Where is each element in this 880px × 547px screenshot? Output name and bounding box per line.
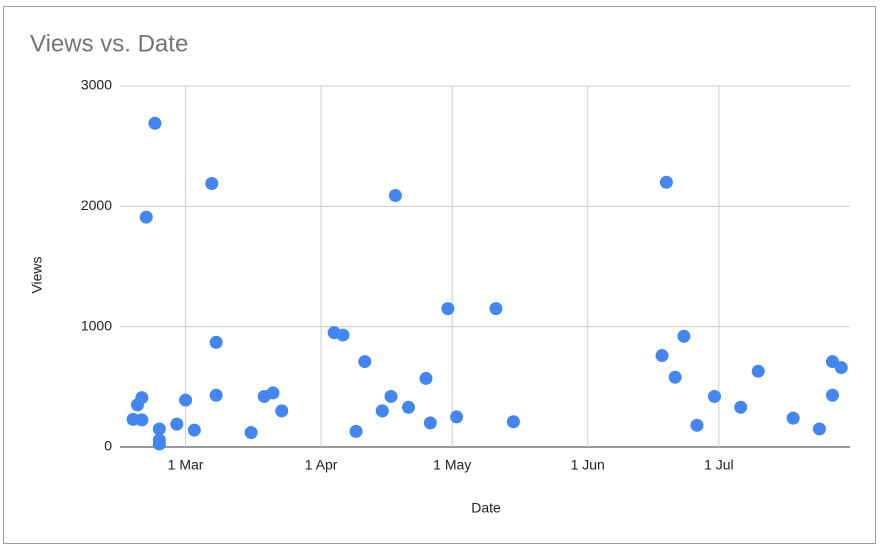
- point: [135, 413, 149, 427]
- point: [209, 335, 223, 349]
- y-tick-label: 1000: [81, 317, 112, 333]
- point: [266, 386, 280, 400]
- x-tick-label: 1 Apr: [305, 457, 338, 473]
- point: [384, 389, 398, 403]
- point: [349, 424, 363, 438]
- x-tick-label: 1 Jun: [571, 457, 605, 473]
- y-axis-label: Views: [29, 256, 45, 293]
- x-tick-label: 1 Jul: [704, 457, 734, 473]
- point: [358, 355, 372, 369]
- point: [506, 415, 520, 429]
- point: [244, 426, 258, 440]
- point: [441, 302, 455, 316]
- point: [139, 210, 153, 224]
- point: [275, 404, 289, 418]
- point: [751, 364, 765, 378]
- point: [450, 410, 464, 424]
- chart-title: Views vs. Date: [30, 30, 188, 57]
- point: [707, 389, 721, 403]
- point: [152, 437, 166, 451]
- x-axis-label: Date: [471, 500, 501, 516]
- point: [655, 349, 669, 363]
- point: [187, 423, 201, 437]
- point: [375, 404, 389, 418]
- point: [388, 189, 402, 203]
- point: [209, 388, 223, 402]
- point: [179, 393, 193, 407]
- point: [419, 371, 433, 385]
- y-tick-label: 3000: [81, 77, 112, 93]
- point: [786, 411, 800, 425]
- point: [690, 418, 704, 432]
- x-tick-label: 1 May: [433, 457, 471, 473]
- point: [668, 370, 682, 384]
- point: [423, 416, 437, 430]
- point: [205, 176, 219, 190]
- point: [834, 361, 848, 375]
- point: [170, 417, 184, 431]
- point: [812, 422, 826, 436]
- point: [336, 328, 350, 342]
- point: [677, 329, 691, 343]
- y-tick-label: 0: [104, 438, 112, 454]
- x-tick-label: 1 Mar: [168, 457, 204, 473]
- point: [135, 391, 149, 405]
- chart-frame: [3, 6, 876, 544]
- point: [402, 400, 416, 414]
- point: [489, 302, 503, 316]
- y-tick-label: 2000: [81, 197, 112, 213]
- point: [148, 116, 162, 130]
- point: [826, 388, 840, 402]
- point: [152, 422, 166, 436]
- point: [659, 175, 673, 189]
- point: [734, 400, 748, 414]
